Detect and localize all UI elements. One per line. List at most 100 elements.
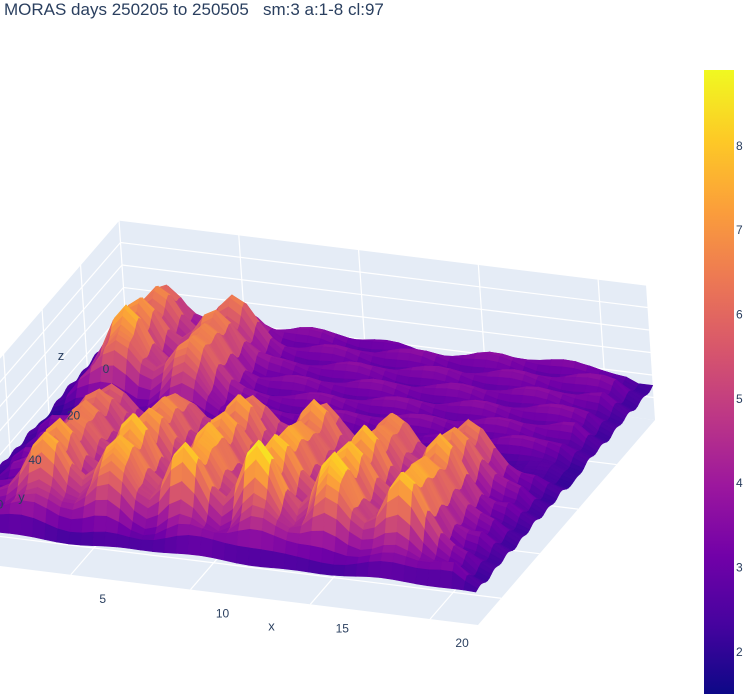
surface-cell (211, 539, 226, 561)
surface-cell (517, 454, 532, 462)
surface-cell (457, 405, 473, 415)
surface-cell (380, 552, 395, 563)
surface-cell (524, 463, 540, 467)
surface-cell (283, 553, 298, 571)
surface-cell (415, 568, 430, 587)
surface-cell (307, 352, 322, 362)
surface-cell (140, 539, 155, 552)
surface-cell (152, 538, 166, 553)
surface-cell (403, 565, 418, 585)
surface-cell (294, 393, 309, 401)
colorbar-tick-label: 7 (736, 223, 743, 237)
z-grid-line (0, 264, 123, 408)
z-grid-line (121, 264, 650, 331)
surface-cell (93, 515, 107, 533)
surface-cell (199, 536, 214, 558)
surface-cell (81, 515, 96, 534)
surface-cell (384, 514, 399, 534)
x-tick-label: 20 (455, 636, 469, 650)
surface-cell (575, 373, 591, 379)
surface-cell (533, 412, 548, 422)
surface-cell (343, 370, 358, 380)
colorbar: 2 3 4 5 6 7 8 (704, 70, 743, 694)
surface-cell (68, 531, 83, 546)
surface-cell (548, 365, 563, 375)
surface-cell (506, 444, 522, 456)
surface-cell (176, 523, 191, 537)
surface-cell (8, 513, 22, 536)
surface-cell (509, 394, 524, 404)
surface-cell (187, 535, 202, 556)
surface-cell (439, 569, 454, 589)
surface-cell (331, 564, 346, 577)
surface-cell (394, 359, 410, 368)
surface-cell (428, 561, 443, 571)
surface-cell (223, 542, 238, 564)
x-tick-label: 5 (99, 592, 106, 606)
surface-cell (545, 413, 560, 423)
surface-cell (259, 549, 274, 569)
surface-cell (271, 551, 286, 570)
surface-cell (310, 530, 324, 549)
surface-cell (248, 547, 262, 568)
surface-cell (308, 346, 324, 354)
surface-cell (381, 399, 397, 409)
surface-cell (521, 395, 536, 405)
z-grid-line (0, 219, 120, 359)
surface-cell (298, 530, 312, 547)
z-grid-line (0, 242, 121, 383)
y-tick-label: 40 (28, 453, 42, 467)
surface-cell (94, 499, 108, 517)
surface-cell (357, 381, 372, 390)
surface-cell (319, 562, 334, 576)
surface-cell (535, 406, 550, 414)
surface-cell (235, 545, 250, 566)
surface-cell (104, 531, 118, 548)
colorbar-tick-label: 8 (736, 139, 743, 153)
surface-cell (496, 437, 511, 446)
surface-cell (248, 528, 263, 550)
surface-cell (175, 535, 190, 555)
y-grid-line (0, 535, 502, 599)
surface-cell (379, 561, 394, 580)
surface-cell (367, 561, 382, 578)
surface-cell (572, 383, 587, 393)
surface-cell (407, 376, 422, 386)
surface-cell (141, 534, 156, 541)
surface-cell (505, 453, 520, 462)
surface-cell (396, 352, 411, 362)
z-grid-line (120, 241, 648, 309)
surface-cell (560, 366, 575, 375)
x-axis-title: x (268, 619, 275, 634)
surface-cell (408, 370, 424, 379)
surface-cell (80, 531, 95, 546)
surface-cell (343, 563, 358, 577)
surface-mesh (0, 284, 654, 593)
surface-cell (431, 395, 447, 404)
surface-cell (236, 528, 251, 549)
y-axis-title: y (18, 490, 25, 505)
surface-cell (319, 352, 334, 362)
z-axis-title: z (58, 348, 65, 363)
surface-cell (420, 370, 436, 380)
colorbar-tick-label: 5 (736, 392, 743, 406)
surface-cell (331, 370, 346, 380)
y-tick-label: 20 (67, 409, 81, 423)
surface-cell (20, 514, 34, 538)
colorbar-tick-label: 2 (736, 645, 743, 659)
z-tick-label: 0 (103, 362, 110, 376)
colorbar-tick-label: 3 (736, 561, 743, 575)
surface-cell (472, 358, 487, 369)
surface-cell (333, 364, 348, 372)
surface-cell (69, 518, 84, 534)
surface-cell (496, 376, 511, 387)
colorbar-gradient (704, 70, 734, 694)
surface-cell (280, 381, 295, 391)
surface-cell (92, 531, 106, 547)
surface-cell (434, 383, 450, 389)
surface-cell (249, 515, 264, 532)
surface-cell (355, 388, 371, 398)
surface-cell (128, 537, 143, 551)
x-tick-label: 15 (336, 621, 350, 635)
